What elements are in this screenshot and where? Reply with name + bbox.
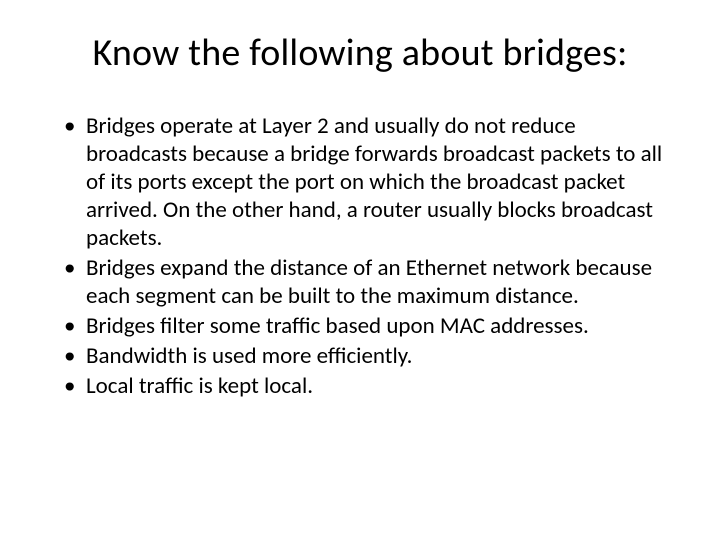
list-item: Bridges expand the distance of an Ethern…: [64, 254, 672, 310]
list-item: Bandwidth is used more efficiently.: [64, 342, 672, 370]
list-item: Bridges operate at Layer 2 and usually d…: [64, 112, 672, 252]
bullet-list: Bridges operate at Layer 2 and usually d…: [40, 112, 680, 400]
slide-container: Know the following about bridges: Bridge…: [0, 0, 720, 540]
list-item: Bridges filter some traffic based upon M…: [64, 312, 672, 340]
slide-title: Know the following about bridges:: [40, 30, 680, 76]
list-item: Local traffic is kept local.: [64, 372, 672, 400]
